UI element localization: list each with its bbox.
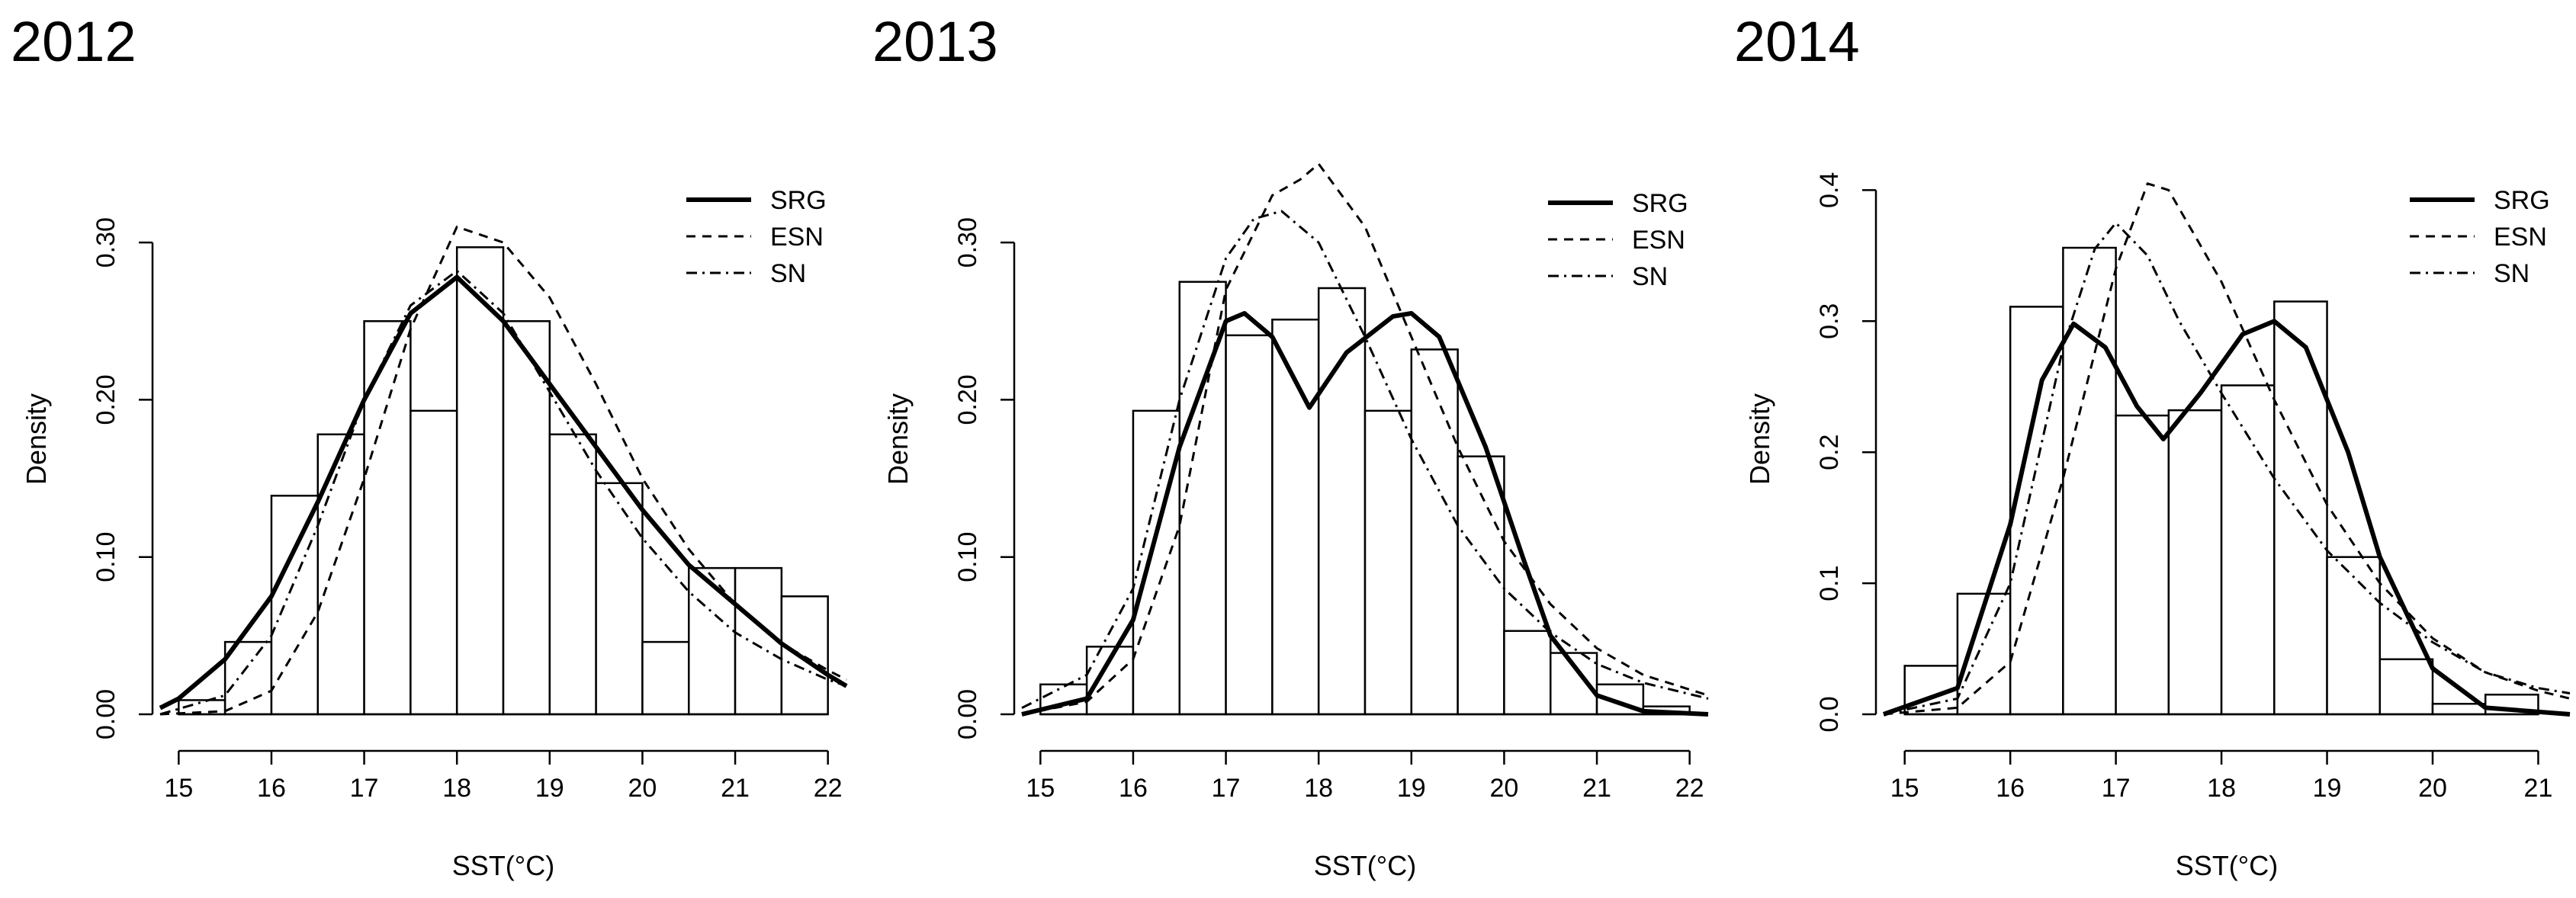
x-tick-label: 17 <box>1212 774 1241 803</box>
x-tick-label: 15 <box>164 774 193 803</box>
x-tick-label: 17 <box>350 774 379 803</box>
histogram-bar <box>223 640 273 716</box>
x-tick-label: 22 <box>1675 774 1704 803</box>
x-tick-label: 20 <box>2418 774 2447 803</box>
x-tick-label: 20 <box>628 774 657 803</box>
legend-label-srg: SRG <box>770 186 827 215</box>
histogram-bar <box>1132 409 1181 716</box>
x-tick-label: 21 <box>1582 774 1611 803</box>
legend-label-srg: SRG <box>1632 189 1688 218</box>
y-tick-label: 0.1 <box>1815 565 1844 601</box>
panel-2013: 15 16 17 18 19 20 21 22 SST(°C) 0.00 0.10 0.20 0.30 D… <box>882 162 1709 881</box>
density-curve-srg <box>159 274 848 710</box>
y-axis-label: Density <box>21 393 52 485</box>
legend-label-srg: SRG <box>2494 186 2550 215</box>
histogram-bar <box>2378 658 2434 716</box>
panel-title-2012: 2012 <box>11 10 137 73</box>
histogram-bar <box>502 320 551 716</box>
x-tick-label: 16 <box>257 774 286 803</box>
histogram-bar <box>1317 287 1367 716</box>
x-tick-label: 19 <box>2313 774 2342 803</box>
histogram-bar <box>316 433 365 716</box>
density-curve-sn <box>1883 221 2571 716</box>
y-axis-label: Density <box>882 393 914 485</box>
histogram-bar <box>734 566 783 716</box>
x-tick-label: 16 <box>1119 774 1148 803</box>
y-tick-label: 0.20 <box>953 374 982 425</box>
density-curve-srg <box>1882 319 2571 717</box>
y-tick-label: 0.00 <box>92 689 120 739</box>
legend-label-esn: ESN <box>1632 226 1685 255</box>
histogram-bar <box>455 246 505 716</box>
panel-2014: 15 16 17 18 19 20 21 SST(°C) 0.0 0.1 0.2 0.3 0.4 Dens… <box>1744 172 2571 881</box>
x-tick-label: 19 <box>1397 774 1426 803</box>
histogram-bar <box>1363 409 1413 716</box>
y-tick-label: 0.30 <box>92 217 120 268</box>
density-curve-sn <box>1021 210 1709 710</box>
x-axis-label: SST(°C) <box>1314 850 1416 881</box>
histogram-bar <box>641 640 690 716</box>
legend-label-esn: ESN <box>2494 223 2547 252</box>
y-tick-label: 0.10 <box>953 532 982 582</box>
histogram-bar <box>2115 414 2170 716</box>
y-tick-label: 0.3 <box>1815 303 1844 339</box>
histogram-bar <box>1178 281 1227 716</box>
legend-label-sn: SN <box>1632 262 1668 291</box>
x-tick-label: 16 <box>1996 774 2025 803</box>
histogram-bar <box>780 595 829 716</box>
y-tick-label: 0.30 <box>953 217 982 268</box>
y-tick-label: 0.0 <box>1815 696 1844 732</box>
histogram-bar <box>1410 348 1459 716</box>
histogram-bar <box>595 482 644 716</box>
histogram-bar <box>363 320 412 716</box>
y-tick-label: 0.2 <box>1815 435 1844 470</box>
x-tick-label: 21 <box>721 774 750 803</box>
x-tick-label: 22 <box>814 774 843 803</box>
x-tick-label: 20 <box>1490 774 1519 803</box>
x-tick-label: 15 <box>1890 774 1919 803</box>
density-curve-esn <box>1883 182 2571 716</box>
y-tick-label: 0.4 <box>1815 172 1844 208</box>
y-tick-label: 0.10 <box>92 532 120 582</box>
legend-label-sn: SN <box>2494 259 2529 288</box>
histogram-bar <box>2273 300 2328 716</box>
histogram-bar <box>2009 306 2064 716</box>
panel-title-2013: 2013 <box>872 10 998 73</box>
x-axis-label: SST(°C) <box>2176 850 2278 881</box>
histogram-bar <box>1503 630 1552 716</box>
histogram-bar <box>687 566 737 716</box>
x-axis-label: SST(°C) <box>452 850 554 881</box>
histogram-bar <box>548 433 597 716</box>
density-curve-srg <box>1021 311 1709 717</box>
panel-2012: 15 16 17 18 19 20 21 22 SST(°C) 0.00 0.10 0.20 0.30 D… <box>21 186 848 881</box>
histogram-bar <box>2062 246 2117 716</box>
x-tick-label: 18 <box>1304 774 1333 803</box>
x-tick-label: 18 <box>2207 774 2236 803</box>
histogram-bar <box>2167 409 2223 716</box>
x-tick-label: 19 <box>535 774 564 803</box>
y-axis-label: Density <box>1744 393 1775 485</box>
histogram-bar <box>1457 455 1505 716</box>
x-tick-label: 21 <box>2524 774 2553 803</box>
legend-label-sn: SN <box>770 259 806 288</box>
histogram-bar <box>2326 556 2382 716</box>
x-tick-label: 15 <box>1026 774 1055 803</box>
x-tick-label: 17 <box>2102 774 2131 803</box>
histogram-bar <box>410 409 458 716</box>
histogram-bar <box>1225 334 1274 716</box>
x-tick-label: 18 <box>442 774 471 803</box>
density-curve-esn <box>1021 162 1709 716</box>
y-tick-label: 0.00 <box>953 689 982 739</box>
legend-label-esn: ESN <box>770 223 824 252</box>
histogram-bar <box>2431 702 2487 716</box>
panel-title-2014: 2014 <box>1734 10 1860 73</box>
histogram-bar <box>270 495 320 716</box>
y-tick-label: 0.20 <box>92 374 120 425</box>
